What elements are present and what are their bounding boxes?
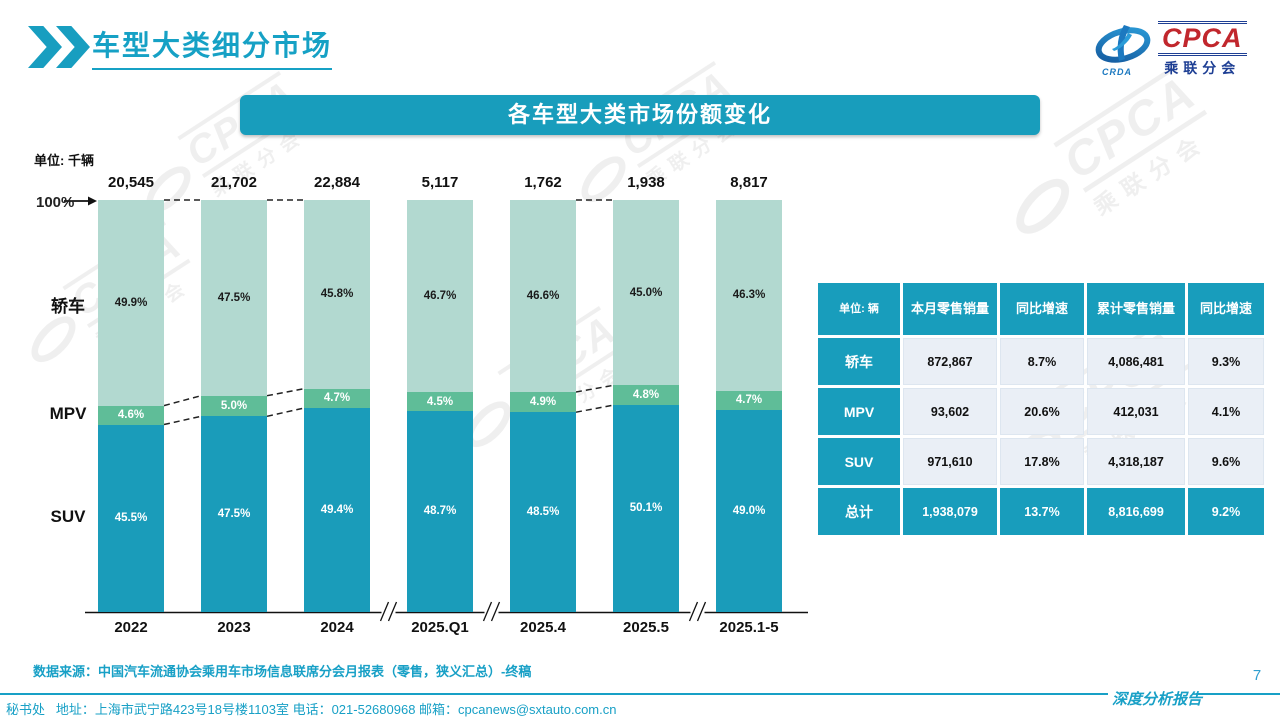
- x-axis-label: 2025.4: [520, 619, 566, 636]
- cpca-swoosh-icon: CRDA: [1094, 21, 1152, 77]
- bar-total-label: 8,817: [730, 174, 768, 191]
- bar-segment-轿车: 45.0%: [613, 200, 679, 386]
- bar-total-label: 22,884: [314, 174, 360, 191]
- series-label-MPV: MPV: [49, 404, 87, 424]
- bar-segment-SUV: 48.7%: [407, 410, 473, 612]
- retail-sales-table: 单位: 辆 本月零售销量 同比增速 累计零售销量 同比增速 轿车 872,867…: [818, 283, 1264, 538]
- table-header-row: 单位: 辆 本月零售销量 同比增速 累计零售销量 同比增速: [818, 283, 1264, 335]
- table-row-mpv: MPV 93,602 20.6% 412,031 4.1%: [818, 388, 1264, 435]
- bar-segment-轿车: 46.6%: [510, 200, 576, 392]
- bar-total-label: 5,117: [421, 174, 459, 191]
- table-cell: 13.7%: [1000, 488, 1084, 535]
- cpca-wordmark: CPCA: [1158, 20, 1247, 56]
- cpca-chinese-name: 乘联分会: [1164, 59, 1241, 76]
- chart-title-banner: 各车型大类市场份额变化: [240, 95, 1040, 135]
- report-type-label: 深度分析报告: [1112, 690, 1203, 708]
- x-axis-label: 2025.Q1: [411, 619, 469, 636]
- chart-unit-label: 单位: 千辆: [34, 153, 94, 168]
- bar-segment-轿车: 46.3%: [716, 200, 782, 391]
- table-cell: 412,031: [1087, 388, 1185, 435]
- table-cell: 4.1%: [1188, 388, 1264, 435]
- series-label-轿车: 轿车: [51, 296, 85, 316]
- row-label: 轿车: [818, 338, 900, 385]
- x-axis-label: 2022: [114, 619, 148, 636]
- table-cell: 17.8%: [1000, 438, 1084, 485]
- bar-segment-SUV: 48.5%: [510, 412, 576, 612]
- series-label-SUV: SUV: [50, 507, 86, 527]
- table-cell: 4,318,187: [1087, 438, 1185, 485]
- bar-segment-SUV: 50.1%: [613, 405, 679, 612]
- x-axis-label: 2024: [320, 619, 354, 636]
- table-row-total: 总计 1,938,079 13.7% 8,816,699 9.2%: [818, 488, 1264, 535]
- footer-contact-detail: 地址：上海市武宁路423号18号楼1103室 电话：021-52680968 邮…: [55, 702, 617, 717]
- table-column-header: 本月零售销量: [903, 283, 997, 335]
- footer-divider-right: [1196, 693, 1280, 695]
- x-axis-label: 2025.1-5: [719, 619, 779, 636]
- table-cell: 1,938,079: [903, 488, 997, 535]
- bar-segment-SUV: 49.0%: [716, 410, 782, 612]
- bar-total-label: 1,762: [524, 174, 562, 191]
- table-column-header: 累计零售销量: [1087, 283, 1185, 335]
- bar-total-label: 20,545: [108, 174, 154, 191]
- bar-segment-MPV: 4.5%: [407, 392, 473, 411]
- page-number: 7: [1252, 667, 1262, 684]
- bar-total-label: 1,938: [627, 174, 665, 191]
- table-unit-header: 单位: 辆: [818, 283, 900, 335]
- bar-segment-轿车: 45.8%: [304, 200, 370, 389]
- table-cell: 9.6%: [1188, 438, 1264, 485]
- bar-segment-轿车: 47.5%: [201, 200, 267, 396]
- bar-segment-SUV: 49.4%: [304, 408, 370, 612]
- bar-segment-MPV: 4.6%: [98, 405, 164, 425]
- bar-segment-MPV: 4.9%: [510, 391, 576, 413]
- table-cell: 8.7%: [1000, 338, 1084, 385]
- bar-segment-MPV: 4.7%: [716, 390, 782, 411]
- bar-segment-轿车: 46.7%: [407, 200, 473, 393]
- cpca-logo: CRDA CPCA 乘联分会: [1094, 20, 1260, 78]
- footer-contact: 秘书处 地址：上海市武宁路423号18号楼1103室 电话：021-526809…: [6, 699, 616, 718]
- data-source-note: 数据来源：中国汽车流通协会乘用车市场信息联席分会月报表（零售，狭义汇总）-终稿: [33, 664, 532, 679]
- bar-segment-SUV: 45.5%: [98, 424, 164, 612]
- table-column-header: 同比增速: [1000, 283, 1084, 335]
- bar-total-label: 21,702: [211, 174, 257, 191]
- row-label: MPV: [818, 388, 900, 435]
- table-row-suv: SUV 971,610 17.8% 4,318,187 9.6%: [818, 438, 1264, 485]
- footer-divider: [0, 693, 1108, 695]
- x-axis-label: 2025.5: [623, 619, 669, 636]
- axis-100pct-label: 100%: [36, 194, 75, 211]
- row-label: 总计: [818, 488, 900, 535]
- table-row-sedan: 轿车 872,867 8.7% 4,086,481 9.3%: [818, 338, 1264, 385]
- crda-caption: CRDA: [1102, 67, 1132, 77]
- bar-segment-MPV: 4.7%: [304, 388, 370, 409]
- bar-segment-SUV: 47.5%: [201, 416, 267, 612]
- row-label: SUV: [818, 438, 900, 485]
- table-cell: 872,867: [903, 338, 997, 385]
- table-cell: 93,602: [903, 388, 997, 435]
- table-cell: 4,086,481: [1087, 338, 1185, 385]
- x-axis-label: 2023: [217, 619, 251, 636]
- table-cell: 20.6%: [1000, 388, 1084, 435]
- table-cell: 971,610: [903, 438, 997, 485]
- bar-segment-MPV: 5.0%: [201, 395, 267, 417]
- table-cell: 9.3%: [1188, 338, 1264, 385]
- footer-secretariat: 秘书处: [6, 702, 46, 717]
- table-cell: 9.2%: [1188, 488, 1264, 535]
- bar-segment-轿车: 49.9%: [98, 200, 164, 406]
- table-cell: 8,816,699: [1087, 488, 1185, 535]
- page-title: 车型大类细分市场: [92, 24, 333, 70]
- bar-segment-MPV: 4.8%: [613, 385, 679, 406]
- table-column-header: 同比增速: [1188, 283, 1264, 335]
